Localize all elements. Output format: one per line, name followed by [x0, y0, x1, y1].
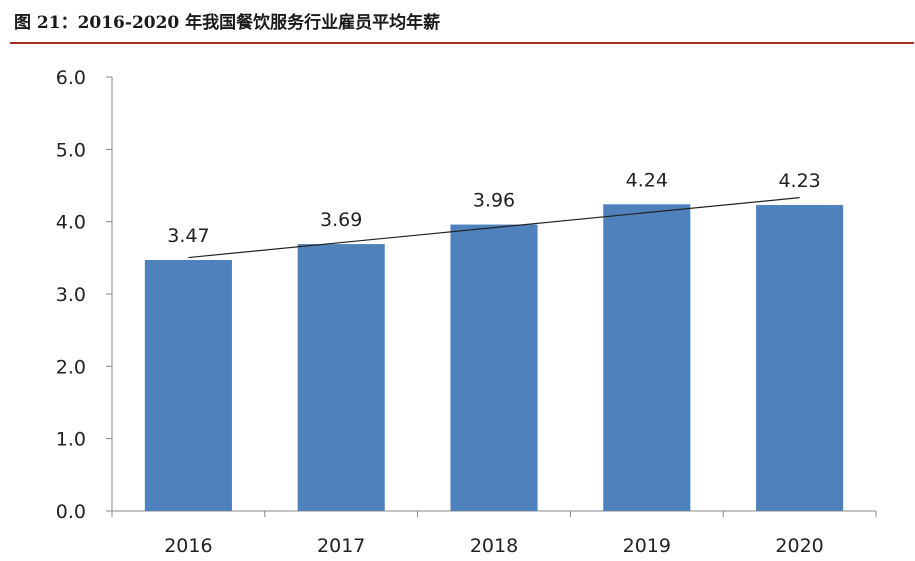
data-label-2016: 3.47 — [167, 225, 209, 247]
data-labels: 3.47 3.69 3.96 4.24 4.23 — [167, 169, 821, 247]
y-axis: 0.0 1.0 2.0 3.0 4.0 5.0 6.0 — [56, 67, 113, 523]
y-tick-label: 6.0 — [56, 67, 86, 89]
x-tick-label: 2018 — [470, 535, 518, 557]
y-tick-label: 2.0 — [56, 356, 86, 378]
bar-2020 — [756, 205, 844, 511]
x-tick-label: 2017 — [317, 535, 365, 557]
bars — [144, 204, 844, 511]
x-tick-label: 2020 — [775, 535, 823, 557]
x-tick-label: 2019 — [623, 535, 671, 557]
x-axis: 2016 2017 2018 2019 2020 — [111, 510, 877, 557]
trendline — [188, 197, 800, 259]
data-label-2018: 3.96 — [473, 190, 515, 212]
figure-title: 图 21：2016-2020 年我国餐饮服务行业雇员平均年薪 — [14, 13, 441, 33]
data-label-2020: 4.23 — [778, 170, 820, 192]
bar-2017 — [297, 244, 385, 511]
trendline-line — [188, 197, 800, 259]
y-tick-label: 0.0 — [56, 501, 86, 523]
bar-2019 — [603, 204, 691, 511]
bar-2018 — [450, 224, 538, 511]
bar-2016 — [144, 260, 232, 511]
data-label-2017: 3.69 — [320, 209, 362, 231]
y-tick-label: 5.0 — [56, 139, 86, 161]
data-label-2019: 4.24 — [626, 169, 668, 191]
y-tick-label: 4.0 — [56, 212, 86, 234]
y-tick-label: 1.0 — [56, 429, 86, 451]
title-divider — [10, 42, 914, 44]
x-tick-label: 2016 — [164, 535, 212, 557]
y-tick-label: 3.0 — [56, 284, 86, 306]
